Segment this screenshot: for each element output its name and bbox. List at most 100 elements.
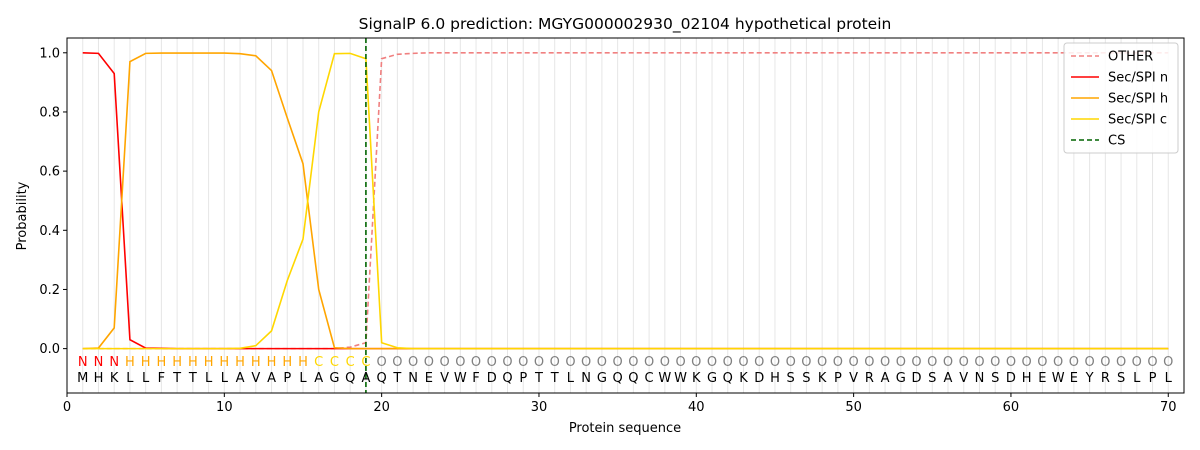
residue-label: P (519, 371, 527, 386)
region-label: H (251, 355, 261, 370)
residue-label: K (739, 371, 748, 386)
region-label: H (235, 355, 245, 370)
grid-lines (82, 38, 1169, 393)
region-label: H (157, 355, 167, 370)
residue-label: D (754, 371, 764, 386)
plot-frame (66, 37, 1185, 394)
region-label: O (911, 355, 921, 370)
residue-label: P (834, 371, 842, 386)
region-label: O (565, 355, 575, 370)
residue-label: F (158, 371, 165, 386)
series-line-other (82, 51, 1169, 350)
region-label: H (188, 355, 198, 370)
residue-label: A (944, 371, 953, 386)
region-label: O (660, 355, 670, 370)
residue-label: L (567, 371, 575, 386)
region-label: O (990, 355, 1000, 370)
region-label: O (974, 355, 984, 370)
residue-label: C (645, 371, 654, 386)
region-label: O (1006, 355, 1016, 370)
region-label: C (346, 355, 355, 370)
region-label: C (361, 355, 370, 370)
residue-label: M (77, 371, 88, 386)
x-tick-label: 10 (216, 400, 233, 415)
legend-box (1063, 42, 1179, 154)
region-label: C (314, 355, 323, 370)
region-label: O (1163, 355, 1173, 370)
x-tick-label: 40 (688, 400, 705, 415)
region-label: O (833, 355, 843, 370)
region-label: O (817, 355, 827, 370)
region-label: O (1116, 355, 1126, 370)
residue-label: R (1101, 371, 1110, 386)
legend-label-sec-spi-c: Sec/SPI c (1108, 113, 1167, 128)
residue-label: N (581, 371, 591, 386)
region-label: N (78, 355, 88, 370)
region-label: H (267, 355, 277, 370)
x-tick-label: 20 (373, 400, 390, 415)
residue-label: L (205, 371, 213, 386)
region-label: H (172, 355, 182, 370)
region-label: O (691, 355, 701, 370)
region-label: O (1037, 355, 1047, 370)
region-label: O (738, 355, 748, 370)
residue-label: V (440, 371, 449, 386)
residue-label: L (126, 371, 134, 386)
residue-label: V (251, 371, 260, 386)
residue-label: E (1070, 371, 1078, 386)
residue-label: Q (613, 371, 623, 386)
x-tick-label: 50 (845, 400, 862, 415)
residue-label: G (329, 371, 339, 386)
region-label: O (628, 355, 638, 370)
region-label: O (377, 355, 387, 370)
residue-label: R (865, 371, 874, 386)
region-label: O (1100, 355, 1110, 370)
residue-label: W (454, 371, 467, 386)
residue-label: V (849, 371, 858, 386)
region-label: C (330, 355, 339, 370)
region-label: O (392, 355, 402, 370)
residue-label: S (802, 371, 810, 386)
y-tick-label: 1.0 (39, 46, 60, 61)
x-axis-ticks: 0 10 20 30 40 50 60 70 (63, 393, 1177, 415)
series-line-sec-spi-c (82, 52, 1169, 350)
residue-label: Q (345, 371, 355, 386)
residue-label: L (221, 371, 229, 386)
residue-label: N (975, 371, 985, 386)
residue-label: T (188, 371, 197, 386)
region-label: O (801, 355, 811, 370)
residue-label: T (392, 371, 401, 386)
region-label: O (959, 355, 969, 370)
y-tick-label: 0.2 (39, 283, 60, 298)
y-axis-ticks: 0.0 0.2 0.4 0.6 0.8 1.0 (39, 46, 67, 357)
residue-label: W (1052, 371, 1065, 386)
residue-label: A (267, 371, 276, 386)
series-lines (82, 38, 1169, 393)
region-label: N (109, 355, 119, 370)
residue-label: D (912, 371, 922, 386)
x-tick-label: 0 (63, 400, 71, 415)
region-label: O (424, 355, 434, 370)
residue-label: P (283, 371, 291, 386)
residue-label: S (991, 371, 999, 386)
residue-label: W (658, 371, 671, 386)
region-label: O (707, 355, 717, 370)
x-tick-label: 70 (1160, 400, 1177, 415)
region-label: O (786, 355, 796, 370)
residue-label: E (1038, 371, 1046, 386)
region-label: H (141, 355, 151, 370)
region-label: O (534, 355, 544, 370)
region-label: H (125, 355, 135, 370)
residue-label: A (361, 371, 370, 386)
residue-label: K (818, 371, 827, 386)
series-line-sec-spi-h (82, 52, 1169, 350)
legend-label-sec-spi-h: Sec/SPI h (1108, 92, 1168, 107)
residue-label: E (425, 371, 433, 386)
x-axis-label: Protein sequence (569, 421, 681, 436)
y-tick-label: 0.0 (39, 342, 60, 357)
residue-label: H (94, 371, 104, 386)
residue-label: L (1133, 371, 1141, 386)
legend-label-cs: CS (1108, 134, 1125, 149)
residue-label: K (110, 371, 119, 386)
